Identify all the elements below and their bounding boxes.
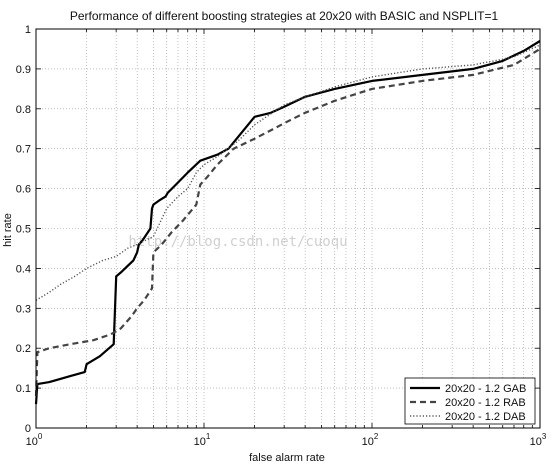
y-tick-label: 0.2 xyxy=(16,343,31,355)
y-tick-label: 0.6 xyxy=(16,184,31,196)
series-line-rab xyxy=(34,48,541,397)
y-tick-label: 1 xyxy=(25,24,31,36)
x-tick-exponent: 2 xyxy=(374,432,379,441)
x-tick-label: 103 xyxy=(530,432,547,448)
x-tick-label: 101 xyxy=(194,432,211,448)
y-tick-label: 0.9 xyxy=(16,64,31,76)
y-tick-label: 0.5 xyxy=(16,224,31,236)
y-axis-label: hit rate xyxy=(2,213,14,247)
x-tick-exponent: 1 xyxy=(206,432,211,441)
legend: 20x20 - 1.2 GAB 20x20 - 1.2 RAB 20x20 - 1.… xyxy=(404,377,536,425)
x-tick-exponent: 0 xyxy=(38,432,43,441)
legend-entry: 20x20 - 1.2 RAB xyxy=(445,397,526,409)
watermark: http://blog.csdn.net/cuoqu xyxy=(128,234,347,250)
legend-entry: 20x20 - 1.2 DAB xyxy=(445,411,526,423)
ticks: 100 101 102 10300.10.20.30.40.50.60.70.80.9… xyxy=(16,24,547,448)
y-tick-label: 0.8 xyxy=(16,104,31,116)
grid xyxy=(36,29,540,428)
series-line-gab xyxy=(34,40,541,405)
series-layer xyxy=(34,40,541,405)
series-line-dab xyxy=(35,44,541,301)
legend-entry: 20x20 - 1.2 GAB xyxy=(445,383,526,395)
y-tick-label: 0.3 xyxy=(16,303,31,315)
y-tick-label: 0.7 xyxy=(16,144,31,156)
y-tick-label: 0.1 xyxy=(16,383,31,395)
x-axis-label: false alarm rate xyxy=(249,452,325,464)
y-tick-label: 0 xyxy=(25,423,31,435)
chart-title: Performance of different boosting strate… xyxy=(70,9,499,23)
x-tick-exponent: 3 xyxy=(542,432,547,441)
y-tick-label: 0.4 xyxy=(16,263,31,275)
x-tick-label: 102 xyxy=(362,432,379,448)
